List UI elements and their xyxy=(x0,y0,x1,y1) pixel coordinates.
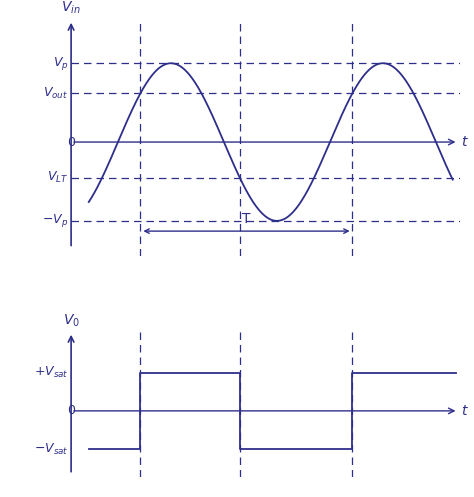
Text: $V_{LT}$: $V_{LT}$ xyxy=(47,170,68,185)
Text: $-V_{sat}$: $-V_{sat}$ xyxy=(34,441,68,457)
Text: 0: 0 xyxy=(67,136,74,149)
Text: $+V_{sat}$: $+V_{sat}$ xyxy=(34,365,68,380)
Text: $V_p$: $V_p$ xyxy=(53,55,68,72)
Text: 0: 0 xyxy=(67,405,74,417)
Text: $-V_p$: $-V_p$ xyxy=(42,212,68,229)
Text: T: T xyxy=(242,212,251,226)
Text: t: t xyxy=(461,135,467,149)
Text: t: t xyxy=(461,404,467,418)
Text: $V_{in}$: $V_{in}$ xyxy=(61,0,81,16)
Text: $V_{out}$: $V_{out}$ xyxy=(43,85,68,101)
Text: $V_0$: $V_0$ xyxy=(63,313,80,330)
